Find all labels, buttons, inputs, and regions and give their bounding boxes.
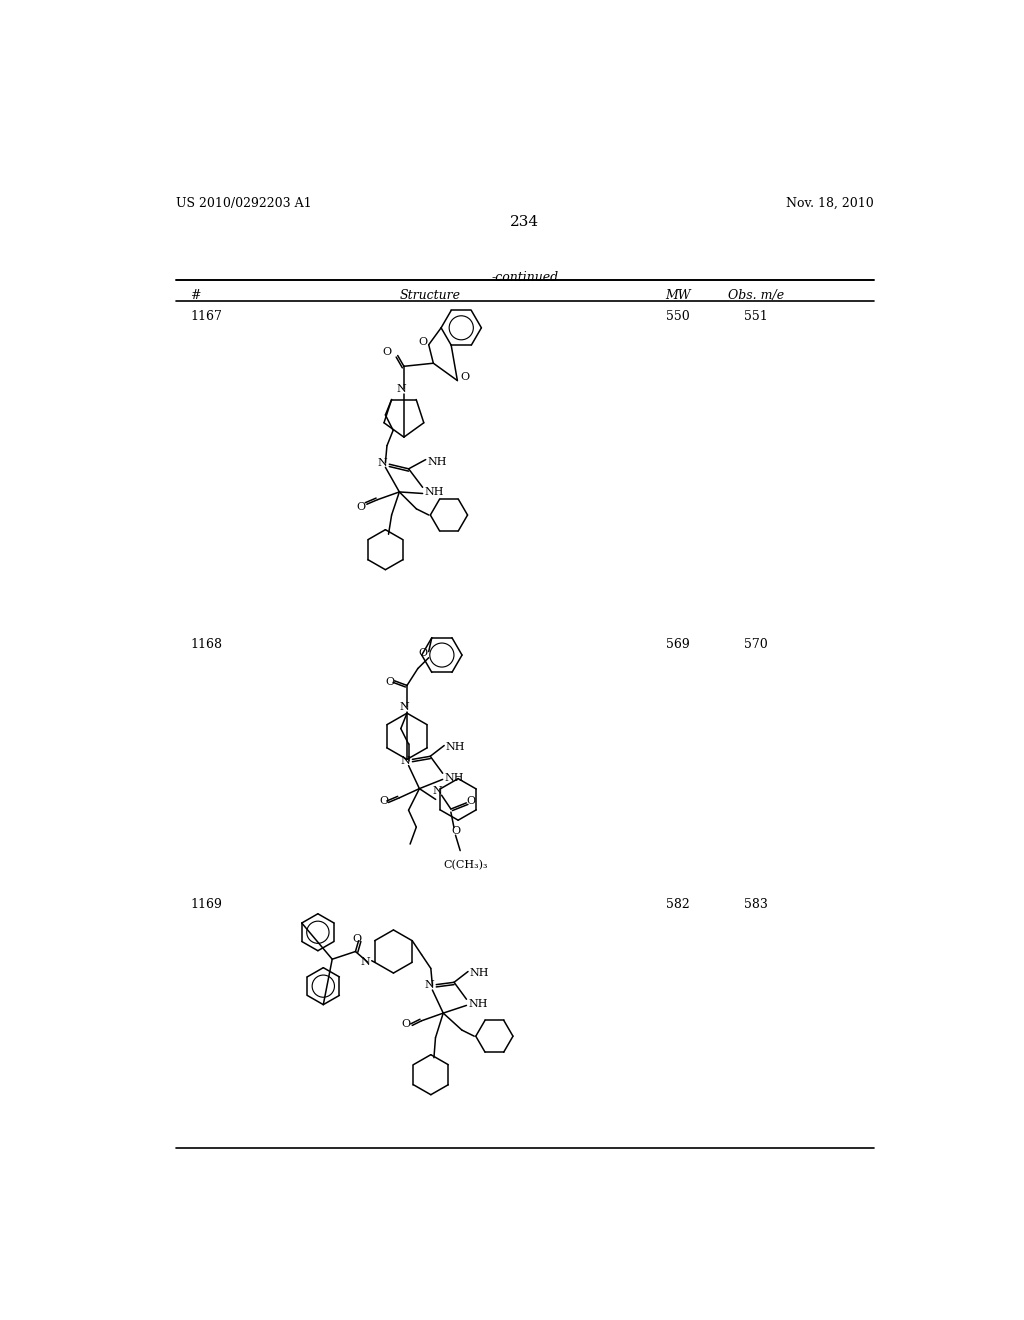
Text: Structure: Structure [399,289,461,302]
Text: O: O [385,677,394,688]
Text: 1167: 1167 [190,310,222,323]
Text: O: O [461,372,470,383]
Text: O: O [382,347,391,358]
Text: O: O [379,796,388,807]
Text: O: O [467,796,475,807]
Text: N: N [424,981,434,990]
Text: -continued: -continued [492,271,558,284]
Text: O: O [418,648,427,659]
Text: 569: 569 [667,638,690,651]
Text: NH: NH [427,457,446,466]
Text: 1169: 1169 [190,898,222,911]
Text: 1168: 1168 [190,638,222,651]
Text: MW: MW [666,289,691,302]
Text: 551: 551 [743,310,768,323]
Text: 570: 570 [743,638,768,651]
Text: Obs. m/e: Obs. m/e [728,289,783,302]
Text: O: O [356,503,366,512]
Text: US 2010/0292203 A1: US 2010/0292203 A1 [176,197,311,210]
Text: O: O [401,1019,411,1028]
Text: NH: NH [424,487,443,498]
Text: N: N [360,957,371,968]
Text: 583: 583 [743,898,768,911]
Text: NH: NH [444,774,464,783]
Text: N: N [396,384,407,395]
Text: N: N [433,785,442,796]
Text: 582: 582 [667,898,690,911]
Text: #: # [190,289,201,302]
Text: O: O [418,337,427,347]
Text: NH: NH [468,999,487,1010]
Text: N: N [399,702,410,711]
Text: NH: NH [470,969,489,978]
Text: N: N [400,756,411,766]
Text: C(CH₃)₃: C(CH₃)₃ [443,859,487,870]
Text: NH: NH [445,742,465,752]
Text: 234: 234 [510,215,540,228]
Text: O: O [451,825,460,836]
Text: Nov. 18, 2010: Nov. 18, 2010 [785,197,873,210]
Text: N: N [378,458,387,467]
Text: 550: 550 [667,310,690,323]
Text: O: O [352,935,361,944]
